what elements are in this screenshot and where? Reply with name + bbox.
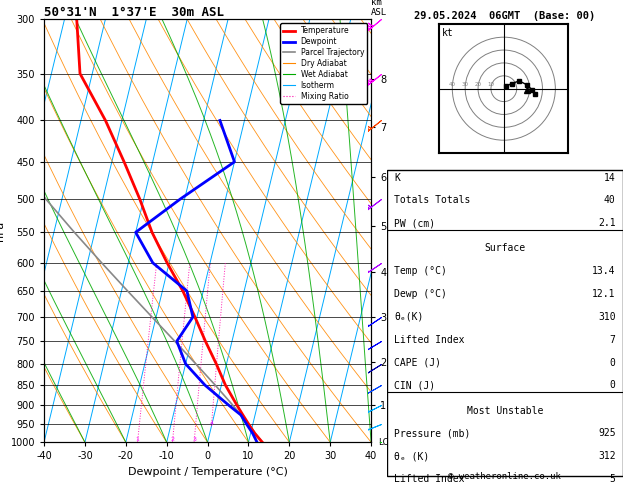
Text: 3: 3 (192, 437, 196, 442)
Legend: Temperature, Dewpoint, Parcel Trajectory, Dry Adiabat, Wet Adiabat, Isotherm, Mi: Temperature, Dewpoint, Parcel Trajectory… (280, 23, 367, 104)
Text: 20: 20 (474, 83, 482, 87)
Text: CAPE (J): CAPE (J) (394, 358, 441, 367)
Text: 5: 5 (610, 474, 616, 484)
Text: 30: 30 (462, 83, 469, 87)
Text: 310: 310 (598, 312, 616, 322)
Text: Totals Totals: Totals Totals (394, 195, 470, 206)
Text: Temp (°C): Temp (°C) (394, 266, 447, 276)
Text: θₑ (K): θₑ (K) (394, 451, 429, 461)
Text: 50°31'N  1°37'E  30m ASL: 50°31'N 1°37'E 30m ASL (44, 6, 224, 19)
Text: 10: 10 (487, 83, 494, 87)
Text: 12.1: 12.1 (592, 289, 616, 299)
Text: 312: 312 (598, 451, 616, 461)
Text: 29.05.2024  06GMT  (Base: 00): 29.05.2024 06GMT (Base: 00) (414, 11, 596, 21)
Text: km
ASL: km ASL (371, 0, 387, 17)
Text: θₑ(K): θₑ(K) (394, 312, 423, 322)
Text: Dewp (°C): Dewp (°C) (394, 289, 447, 299)
Text: Mixing Ratio (g/kg): Mixing Ratio (g/kg) (409, 175, 419, 287)
X-axis label: Dewpoint / Temperature (°C): Dewpoint / Temperature (°C) (128, 467, 287, 477)
Text: Most Unstable: Most Unstable (467, 405, 543, 416)
Text: 2: 2 (170, 437, 174, 442)
Text: K: K (394, 173, 400, 183)
Text: 2.1: 2.1 (598, 218, 616, 228)
Text: 4: 4 (209, 421, 213, 426)
Text: PW (cm): PW (cm) (394, 218, 435, 228)
Text: LCL: LCL (377, 438, 392, 447)
Text: 40: 40 (449, 83, 456, 87)
Text: 13.4: 13.4 (592, 266, 616, 276)
Text: 7: 7 (610, 335, 616, 345)
Text: Pressure (mb): Pressure (mb) (394, 428, 470, 438)
Text: 1: 1 (136, 437, 140, 442)
Text: Lifted Index: Lifted Index (394, 474, 464, 484)
Text: 0: 0 (610, 358, 616, 367)
Text: © weatheronline.co.uk: © weatheronline.co.uk (448, 472, 561, 481)
Text: 0: 0 (610, 381, 616, 390)
Text: CIN (J): CIN (J) (394, 381, 435, 390)
Text: 14: 14 (604, 173, 616, 183)
Bar (387, 170, 623, 476)
Text: Lifted Index: Lifted Index (394, 335, 464, 345)
Y-axis label: hPa: hPa (0, 221, 5, 241)
Text: Surface: Surface (484, 243, 525, 253)
Text: 925: 925 (598, 428, 616, 438)
Text: 40: 40 (604, 195, 616, 206)
Text: kt: kt (442, 28, 454, 38)
